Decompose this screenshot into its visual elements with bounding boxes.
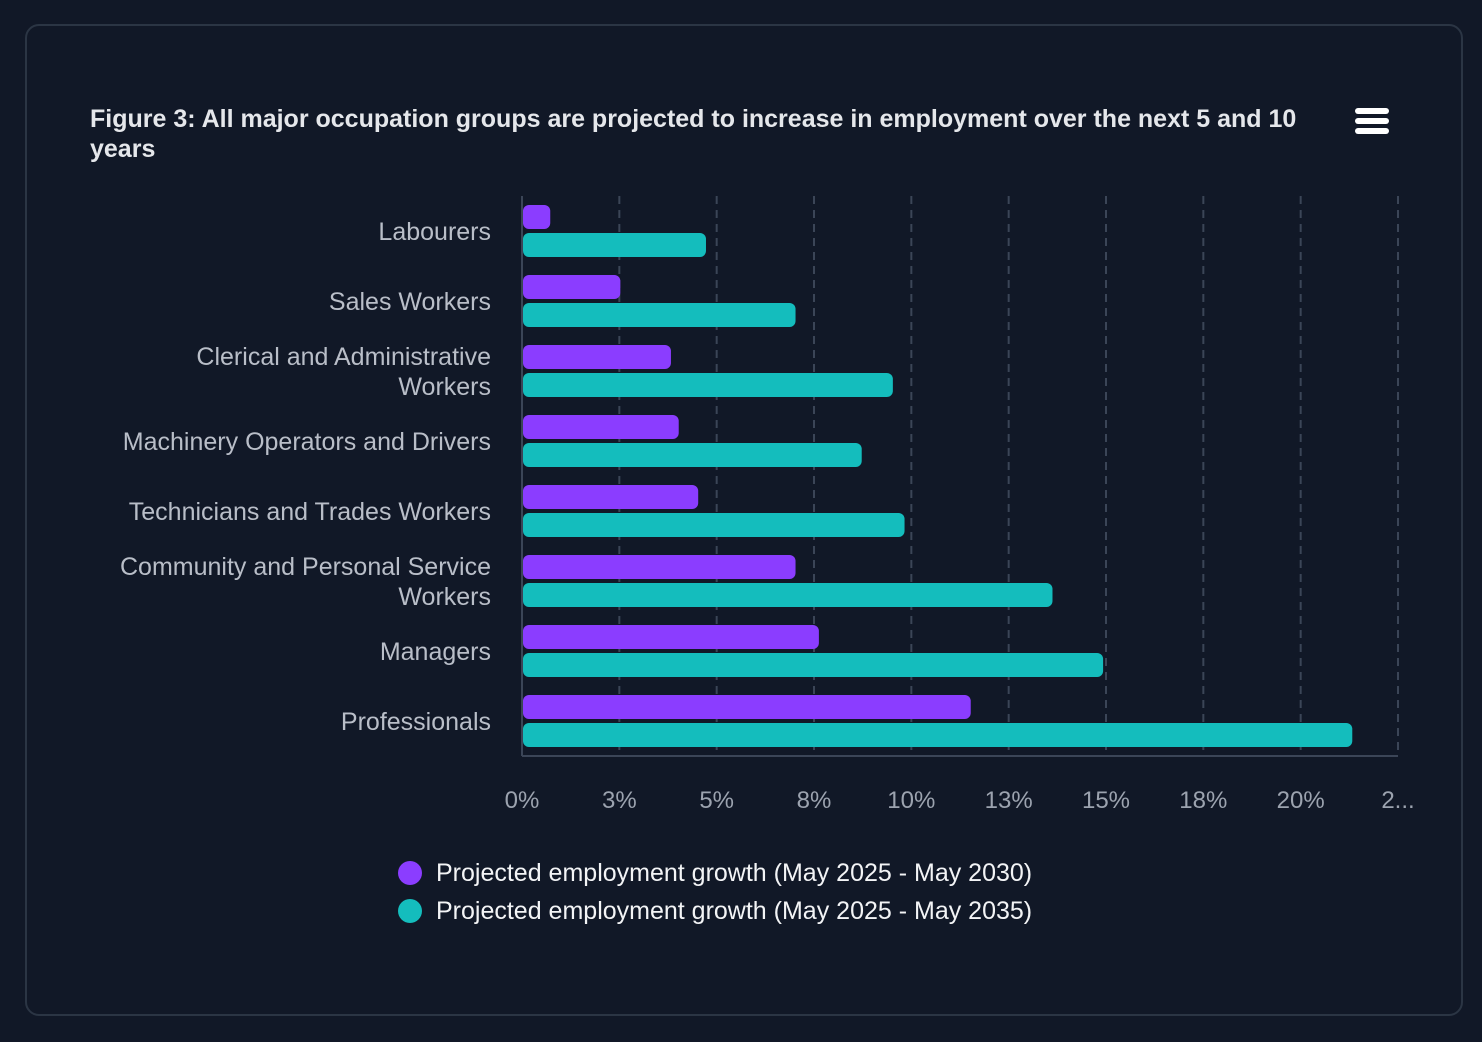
- chart-title: Figure 3: All major occupation groups ar…: [90, 105, 1297, 163]
- bar: [523, 583, 1053, 607]
- x-tick-label: 20%: [1277, 787, 1325, 814]
- legend-item-2035[interactable]: Projected employment growth (May 2025 - …: [398, 892, 1032, 930]
- category-label: Managers: [380, 638, 491, 666]
- bar: [523, 485, 699, 509]
- bar: [523, 205, 551, 229]
- category-label: Technicians and Trades Workers: [129, 498, 491, 526]
- bar: [523, 513, 905, 537]
- bar: [523, 443, 862, 467]
- bar: [523, 625, 819, 649]
- bar: [523, 415, 679, 439]
- category-label: Sales Workers: [329, 288, 491, 316]
- category-label: Community and Personal Service: [120, 553, 491, 581]
- legend-dot-icon: [398, 861, 422, 885]
- legend-label: Projected employment growth (May 2025 - …: [436, 858, 1033, 887]
- bar: [523, 653, 1104, 677]
- x-tick-label: 8%: [797, 787, 832, 814]
- x-tick-label: 5%: [699, 787, 734, 814]
- hamburger-menu-icon[interactable]: [1352, 108, 1392, 140]
- category-label: Workers: [398, 373, 491, 401]
- category-label: Professionals: [341, 708, 491, 736]
- legend-label: Projected employment growth (May 2025 - …: [436, 896, 1033, 925]
- x-tick-label: 13%: [985, 787, 1033, 814]
- x-tick-label: 15%: [1082, 787, 1130, 814]
- x-tick-label: 10%: [887, 787, 935, 814]
- category-label: Clerical and Administrative: [196, 343, 491, 371]
- category-label: Machinery Operators and Drivers: [123, 428, 491, 456]
- x-tick-label: 0%: [505, 787, 540, 814]
- x-tick-label: 18%: [1179, 787, 1227, 814]
- bar: [523, 373, 893, 397]
- bar: [523, 303, 796, 327]
- bar: [523, 695, 971, 719]
- bar: [523, 275, 621, 299]
- bar: [523, 723, 1353, 747]
- x-tick-label: 3%: [602, 787, 637, 814]
- bar: [523, 555, 796, 579]
- bar: [523, 233, 706, 257]
- legend: Projected employment growth (May 2025 - …: [398, 854, 1032, 930]
- legend-dot-icon: [398, 899, 422, 923]
- category-label: Labourers: [378, 218, 491, 246]
- x-tick-label: 2...: [1381, 787, 1414, 814]
- bar: [523, 345, 671, 369]
- category-label: Workers: [398, 583, 491, 611]
- legend-item-2030[interactable]: Projected employment growth (May 2025 - …: [398, 854, 1032, 892]
